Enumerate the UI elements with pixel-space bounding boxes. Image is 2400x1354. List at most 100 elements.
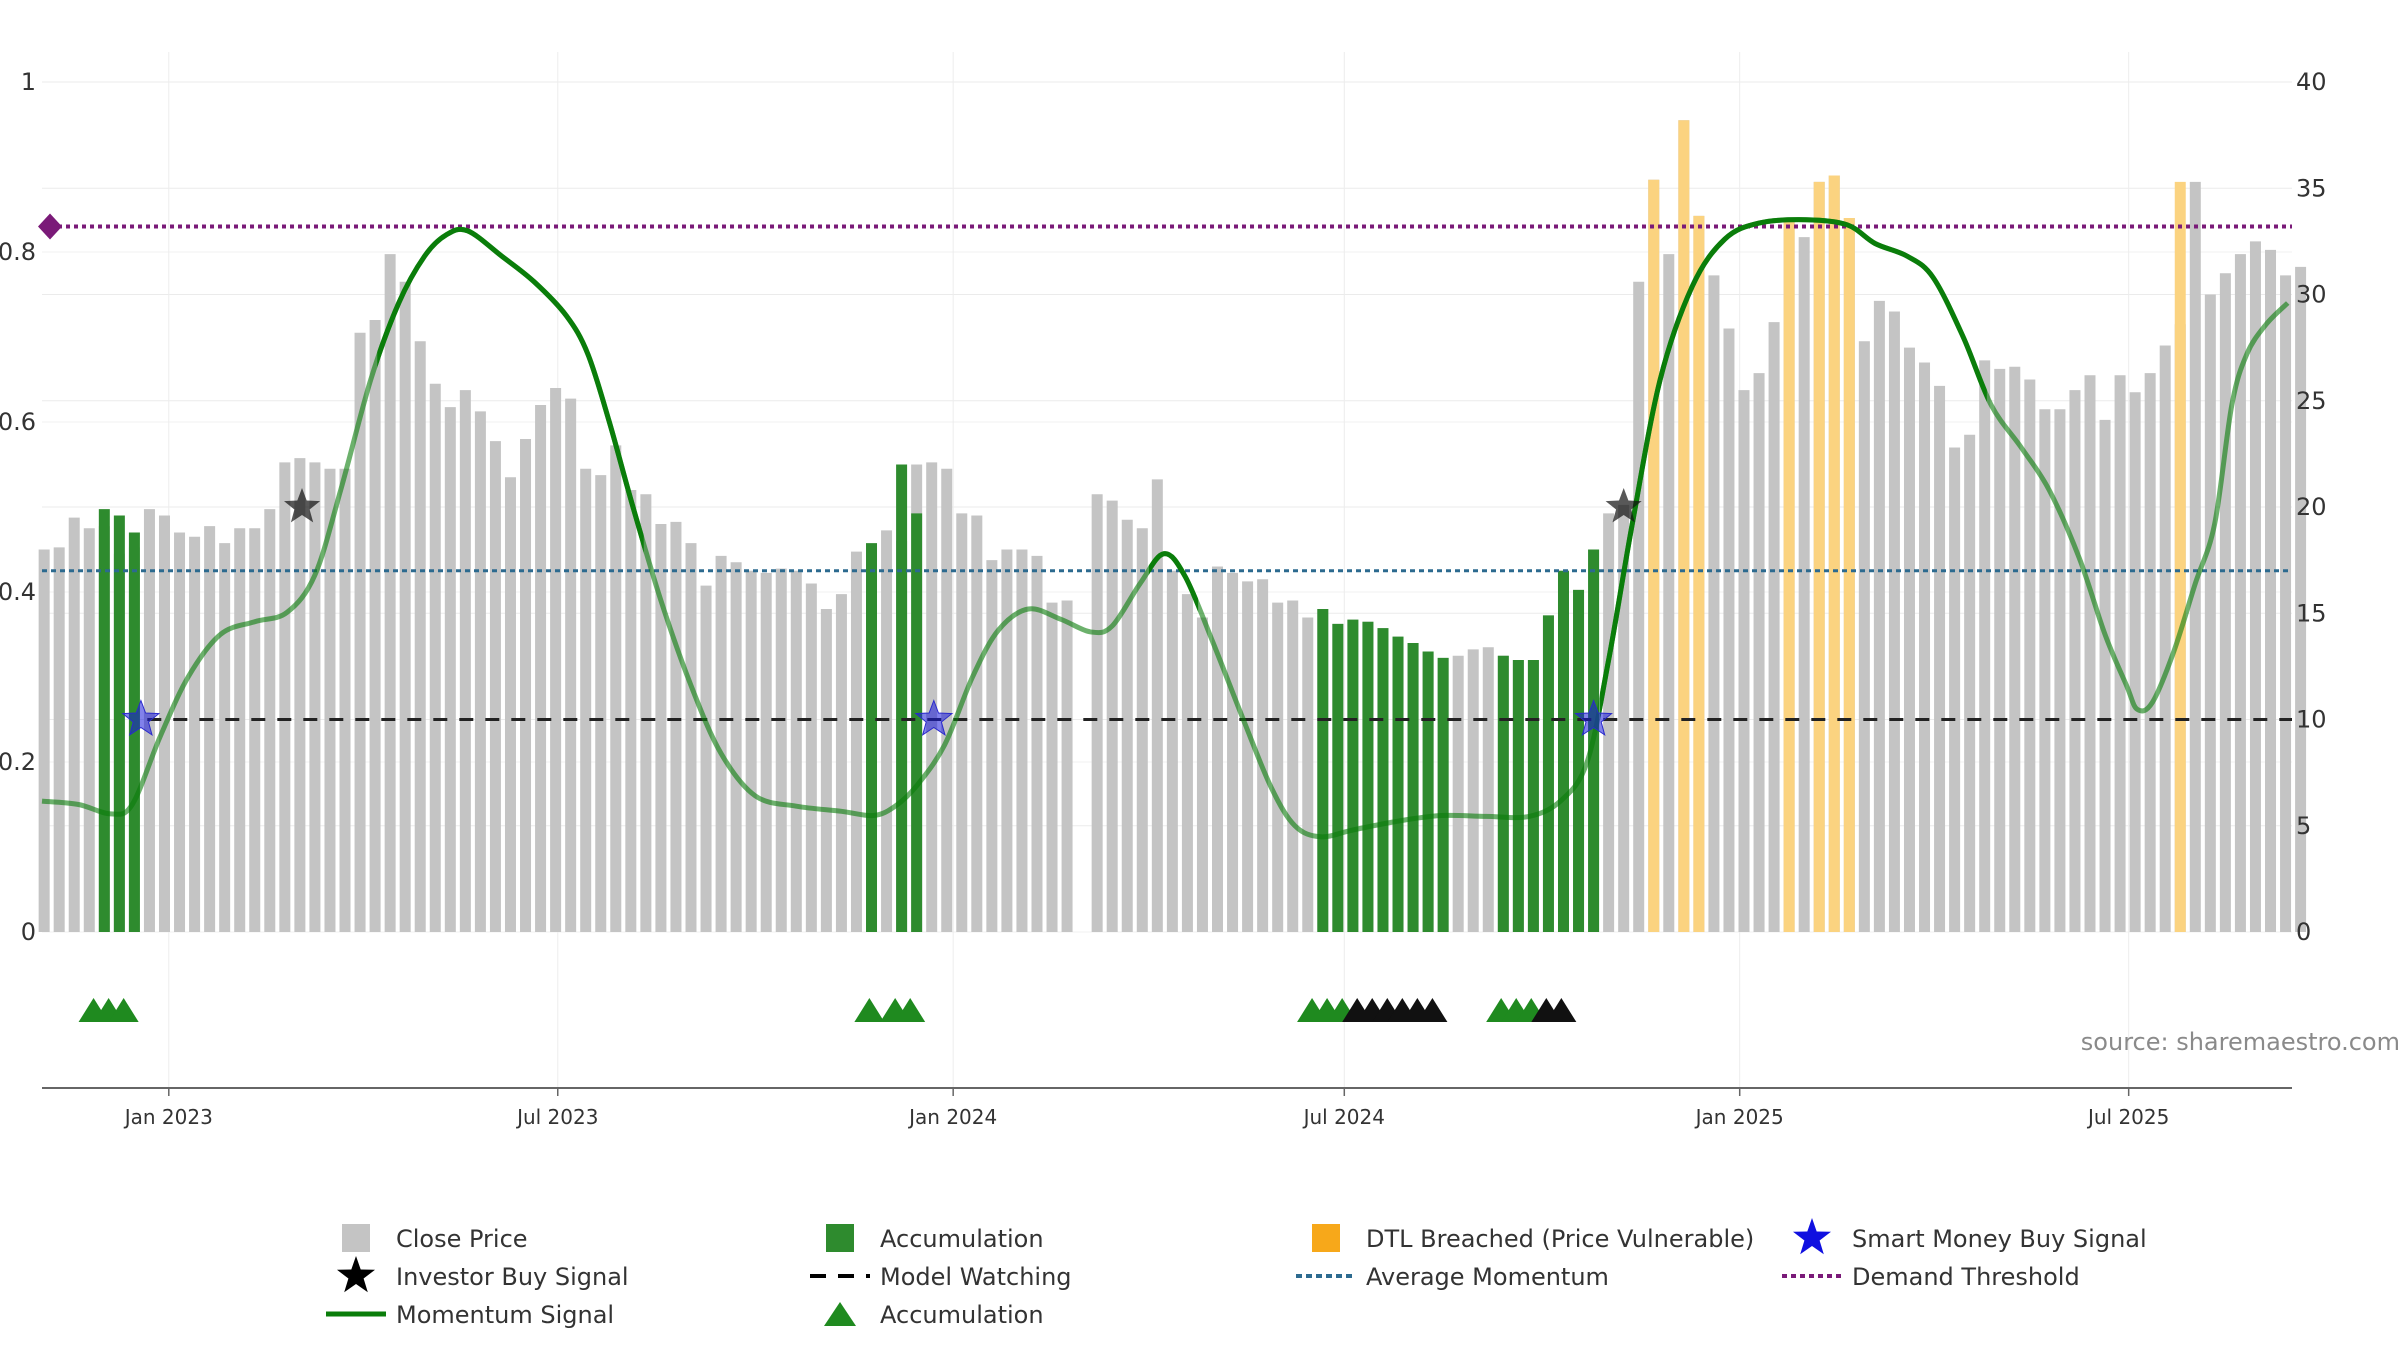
price-bar (2219, 273, 2231, 932)
accumulation-bar (911, 513, 923, 932)
price-bar (1663, 254, 1675, 932)
price-bar (309, 462, 321, 932)
price-bar (1633, 281, 1645, 932)
price-bar (1979, 360, 1991, 932)
price-bar (1467, 649, 1479, 932)
accumulation-bar (896, 464, 908, 932)
legend-item-momentum-signal: Momentum Signal (326, 1301, 614, 1329)
axes: Jan 2023 Jul 2023 Jan 2024 Jul 2024 Jan 2025… (0, 68, 2327, 1129)
price-bar (941, 468, 953, 932)
price-bar (2024, 379, 2036, 932)
price-bar (1227, 572, 1239, 932)
price-bar (489, 441, 501, 932)
legend-star-icon (337, 1256, 375, 1293)
right-tick-label: 40 (2296, 68, 2327, 96)
right-tick-label: 10 (2296, 706, 2327, 734)
price-bar (625, 490, 637, 932)
price-bar (1482, 647, 1494, 932)
price-bar (204, 526, 216, 932)
price-bar (926, 462, 938, 932)
price-bar (1016, 549, 1028, 932)
price-bar (700, 585, 712, 932)
price-bar (174, 532, 186, 932)
price-bar (1768, 322, 1780, 932)
price-bar (1046, 602, 1058, 932)
accumulation-bar (1527, 660, 1539, 932)
momentum-line-strong (377, 226, 644, 554)
legend-item-close-price: Close Price (342, 1224, 528, 1253)
price-bar (1873, 300, 1885, 932)
accumulation-bar (1407, 643, 1419, 932)
source-credit: source: sharemaestro.com (2081, 1028, 2400, 1056)
price-bar (670, 521, 682, 932)
price-bar (1061, 600, 1073, 932)
left-tick-label: 0 (21, 918, 36, 946)
x-tick-label: Jan 2025 (1694, 1105, 1784, 1129)
x-tick-label: Jan 2024 (907, 1105, 997, 1129)
legend-star-icon (1793, 1218, 1831, 1255)
price-bar (835, 594, 847, 932)
momentum-line-strong (1148, 551, 1199, 612)
accumulation-bar (1437, 657, 1449, 932)
left-tick-label: 0.6 (0, 408, 36, 436)
price-bar (53, 547, 65, 932)
price-bar (956, 513, 968, 932)
price-bar (685, 543, 697, 932)
price-bar (1888, 311, 1900, 932)
right-tick-label: 20 (2296, 493, 2327, 521)
left-tick-label: 0.4 (0, 578, 36, 606)
right-tick-label: 5 (2296, 812, 2311, 840)
price-bar (595, 475, 607, 932)
price-bar (369, 320, 381, 932)
accumulation-marker (108, 998, 139, 1022)
legend-label: Close Price (396, 1225, 528, 1253)
legend-swatch (826, 1224, 854, 1252)
left-tick-label: 1 (21, 68, 36, 96)
price-bar (1798, 237, 1810, 932)
price-bar (2039, 409, 2051, 932)
price-bar (775, 568, 787, 932)
price-bar (1994, 368, 2006, 932)
x-tick-label: Jan 2023 (123, 1105, 213, 1129)
price-bar (2234, 254, 2246, 932)
price-bar (429, 383, 441, 932)
accumulation-bar (1317, 609, 1329, 932)
price-bar (1919, 362, 1931, 932)
price-bar (1753, 373, 1765, 932)
price-bar (655, 524, 667, 932)
accumulation-bar (1347, 619, 1359, 932)
dtl-breached-bar (1783, 220, 1795, 932)
dtl-breached-bar (1813, 181, 1825, 932)
price-bar (1166, 570, 1178, 932)
x-tick-label: Jul 2024 (1302, 1105, 1385, 1129)
legend-label: Accumulation (880, 1225, 1044, 1253)
legend-item-average-momentum: Average Momentum (1296, 1263, 1609, 1291)
price-bar (414, 341, 426, 932)
price-bar (986, 560, 998, 932)
right-tick-label: 35 (2296, 174, 2327, 202)
price-bar (1242, 581, 1254, 932)
price-bar (805, 583, 817, 932)
accumulation-bar (98, 509, 110, 932)
price-bar (640, 494, 652, 932)
price-bar (219, 543, 231, 932)
momentum-signal-line (41, 217, 2290, 840)
legend-item-model-watching: Model Watching (810, 1263, 1072, 1291)
price-bar (294, 458, 306, 932)
price-bar (2129, 392, 2141, 932)
x-tick-label: Jul 2023 (515, 1105, 598, 1129)
legend-label: DTL Breached (Price Vulnerable) (1366, 1225, 1754, 1253)
legend-label: Investor Buy Signal (396, 1263, 629, 1291)
price-bar (83, 528, 95, 932)
price-bar (234, 528, 246, 932)
accumulation-marker (895, 998, 926, 1022)
price-bar (820, 609, 832, 932)
legend-label: Smart Money Buy Signal (1852, 1225, 2147, 1253)
price-bar (1106, 500, 1118, 932)
dtl-breached-bar (1693, 215, 1705, 932)
smart-money-buy-signal (121, 699, 161, 737)
reference-lines (38, 213, 2292, 721)
dtl-breached-bar (1843, 218, 1855, 932)
price-bar (2280, 275, 2292, 932)
